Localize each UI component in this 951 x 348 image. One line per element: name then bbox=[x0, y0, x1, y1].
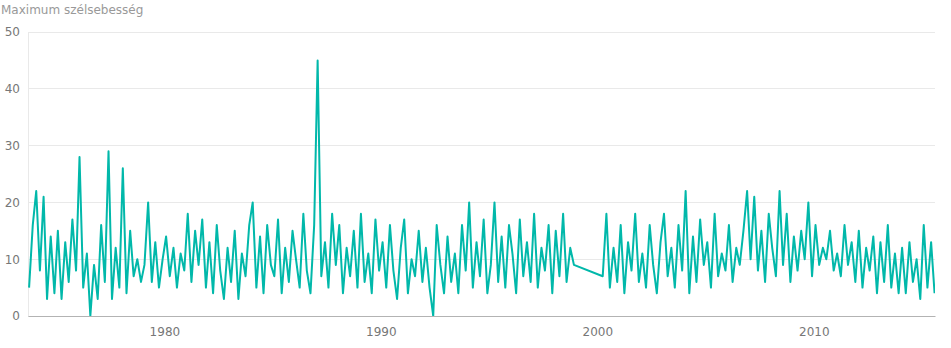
x-tick-label: 2000 bbox=[583, 325, 614, 339]
y-tick-label: 30 bbox=[5, 139, 20, 153]
y-axis-line bbox=[28, 33, 29, 317]
grid bbox=[28, 32, 935, 316]
y-tick: 50 bbox=[5, 25, 28, 39]
data-line bbox=[29, 60, 934, 316]
y-axis-title: Maximum szélsebesség bbox=[1, 3, 143, 17]
grid-line bbox=[28, 32, 935, 33]
x-tick: 1980 bbox=[150, 316, 181, 339]
y-tick-label: 40 bbox=[5, 82, 20, 96]
grid-line bbox=[28, 202, 935, 203]
y-tick: 30 bbox=[5, 139, 28, 153]
x-tick: 2010 bbox=[799, 316, 830, 339]
y-tick-label: 0 bbox=[12, 309, 20, 323]
grid-line bbox=[28, 88, 935, 89]
y-tick-label: 20 bbox=[5, 196, 20, 210]
x-axis-line bbox=[29, 316, 936, 317]
x-axis: 1980 1990 2000 2010 bbox=[29, 316, 936, 339]
plot-area bbox=[29, 60, 934, 316]
x-tick-label: 1990 bbox=[366, 325, 397, 339]
y-tick: 0 bbox=[12, 309, 28, 323]
y-tick: 10 bbox=[5, 253, 28, 267]
x-tick: 2000 bbox=[583, 316, 614, 339]
y-axis: 0 10 20 30 40 50 bbox=[5, 25, 29, 323]
grid-line bbox=[28, 145, 935, 146]
x-tick-label: 2010 bbox=[799, 325, 830, 339]
x-tick: 1990 bbox=[366, 316, 397, 339]
x-tick-label: 1980 bbox=[150, 325, 181, 339]
y-tick-label: 10 bbox=[5, 253, 20, 267]
y-tick-label: 50 bbox=[5, 25, 20, 39]
y-tick: 20 bbox=[5, 196, 28, 210]
y-tick: 40 bbox=[5, 82, 28, 96]
chart: 0 10 20 30 40 50 1980 1990 2000 2010 Maximum széls… bbox=[0, 0, 951, 348]
grid-line bbox=[28, 316, 935, 317]
